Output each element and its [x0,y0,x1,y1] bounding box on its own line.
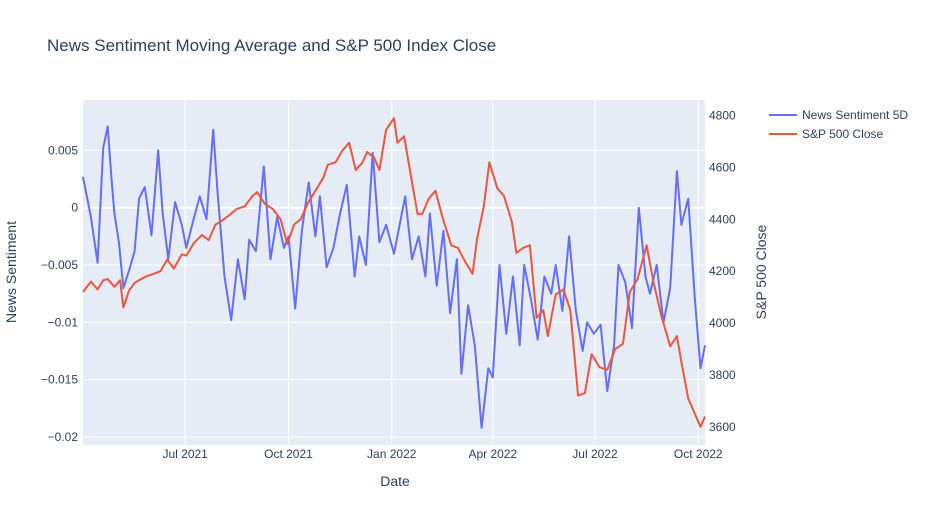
y-tick-label-left: −0.015 [41,373,78,387]
legend[interactable]: News Sentiment 5D S&P 500 Close [769,108,908,141]
x-tick-label: Jan 2022 [367,447,417,461]
x-tick-label: Oct 2021 [264,447,313,461]
chart-title: News Sentiment Moving Average and S&P 50… [47,36,496,55]
y-tick-label-right: 4200 [709,264,736,278]
x-tick-label: Oct 2022 [674,447,723,461]
x-tick-label: Jul 2021 [162,447,208,461]
y-tick-label-left: −0.005 [41,258,78,272]
y-tick-label-left: −0.02 [48,430,79,444]
plot-area [83,100,705,445]
x-tick-label: Jul 2022 [572,447,618,461]
y-tick-label-right: 4400 [709,212,736,226]
series-line-news-sentiment [82,125,706,429]
x-tick-label: Apr 2022 [468,447,517,461]
y-tick-label-right: 4000 [709,316,736,330]
series-lines [82,117,706,429]
legend-label-sentiment: News Sentiment 5D [802,108,908,122]
tick-labels: Jul 2021 Oct 2021 Jan 2022 Apr 2022 Jul 2022… [41,109,736,461]
legend-label-sp500: S&P 500 Close [802,127,883,141]
y-tick-label-left: 0 [71,201,78,215]
y-tick-label-right: 4600 [709,160,736,174]
y-tick-label-right: 3600 [709,420,736,434]
series-line-sp500-close [82,117,706,428]
legend-item-sp500[interactable]: S&P 500 Close [769,127,883,141]
y-tick-label-right: 4800 [709,109,736,123]
y-axis-title-left: News Sentiment [3,221,19,323]
y-tick-label-left: 0.005 [48,143,78,157]
y-axis-title-right: S&P 500 Close [753,224,769,319]
gridlines [83,100,705,445]
legend-item-sentiment[interactable]: News Sentiment 5D [769,108,908,122]
y-tick-label-right: 3800 [709,368,736,382]
x-axis-title: Date [380,473,410,489]
y-tick-label-left: −0.01 [48,315,79,329]
